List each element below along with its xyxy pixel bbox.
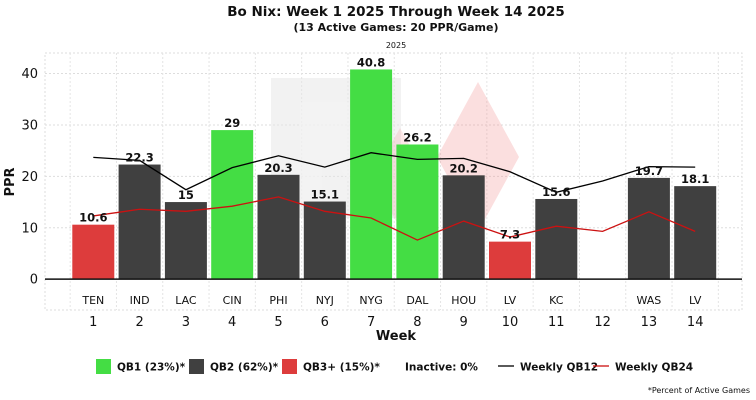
x-tick-label-week-1: 1	[89, 315, 97, 330]
bar-week-10	[489, 241, 531, 280]
opponent-label-week-2: IND	[130, 294, 150, 307]
x-tick-label-week-6: 6	[321, 315, 329, 330]
legend-label-qb24: Weekly QB24	[615, 362, 693, 374]
bar-week-3	[164, 202, 207, 280]
bar-week-6	[303, 201, 346, 280]
data-label-week-8: 26.2	[403, 130, 431, 144]
opponent-label-week-11: KC	[549, 294, 564, 307]
data-label-week-5: 20.3	[264, 161, 292, 175]
legend-label-inactive: Inactive: 0%	[405, 362, 478, 374]
data-label-week-14: 18.1	[681, 172, 709, 186]
data-label-week-3: 15	[178, 188, 194, 202]
y-tick-label: 20	[21, 170, 38, 185]
chart-subtitle: (13 Active Games: 20 PPR/Game)	[294, 21, 499, 34]
bar-week-7	[350, 69, 393, 280]
legend-swatch-qb1	[96, 359, 111, 374]
y-tick-label: 0	[30, 273, 38, 288]
opponent-label-week-4: CIN	[223, 294, 242, 307]
opponent-label-week-7: NYG	[359, 294, 382, 307]
y-tick-label: 40	[21, 67, 38, 82]
plot-frame	[44, 52, 743, 311]
opponent-label-week-13: WAS	[637, 294, 662, 307]
legend-label-qb12: Weekly QB12	[520, 362, 598, 374]
x-tick-label-week-11: 11	[548, 315, 565, 330]
line-weekly-qb12	[93, 152, 696, 193]
data-labels: 10.6 22.3 15 29 20.3 15.1 40.8 26.2 20.2 7.3 15.6 1…	[79, 55, 709, 241]
x-tick-label-week-13: 13	[641, 315, 658, 330]
x-tick-label-week-14: 14	[687, 315, 704, 330]
legend-label-qb1: QB1 (23%)*	[117, 362, 186, 374]
opponent-label-week-3: LAC	[175, 294, 197, 307]
data-label-week-7: 40.8	[357, 55, 385, 69]
legend-label-qb3plus: QB3+ (15%)*	[303, 362, 380, 374]
bar-week-5	[257, 174, 300, 280]
data-label-week-13: 19.7	[635, 164, 663, 178]
opponent-label-week-8: DAL	[406, 294, 429, 307]
bar-week-11	[535, 198, 578, 280]
x-tick-label-week-3: 3	[182, 315, 190, 330]
y-axis-label: PPR	[3, 167, 18, 196]
legend-swatch-qb2	[189, 359, 204, 374]
opponent-label-week-14: LV	[689, 294, 702, 307]
bar-week-1	[72, 224, 115, 280]
bar-week-4	[211, 130, 254, 280]
opponent-label-week-10: LV	[504, 294, 517, 307]
data-label-week-11: 15.6	[542, 185, 570, 199]
chart-title: Bo Nix: Week 1 2025 Through Week 14 2025	[227, 4, 565, 20]
data-label-week-10: 7.3	[500, 228, 520, 242]
bars	[72, 69, 717, 280]
x-axis-label: Week	[376, 329, 417, 344]
bar-week-14	[674, 186, 717, 280]
legend-swatch-qb3plus	[282, 359, 297, 374]
opponent-label-week-1: TEN	[81, 294, 104, 307]
x-tick-label-week-8: 8	[413, 315, 421, 330]
opponent-label-week-6: NYJ	[316, 294, 334, 307]
x-tick-label-week-4: 4	[228, 315, 236, 330]
opponent-label-week-5: PHI	[269, 294, 287, 307]
x-tick-label-week-9: 9	[460, 315, 468, 330]
x-tick-label-week-7: 7	[367, 315, 375, 330]
legend: QB1 (23%)* QB2 (62%)* QB3+ (15%)* Inactive:…	[96, 359, 693, 374]
bar-week-2	[118, 164, 161, 280]
x-tick-label-week-2: 2	[135, 315, 143, 330]
axes: 0 10 20 30 40 TEN 1 IND 2 LAC 3 CIN 4 PHI 5 NYJ 6 NYG 7 DAL…	[21, 67, 742, 330]
data-label-week-2: 22.3	[125, 151, 153, 165]
x-tick-label-week-10: 10	[502, 315, 519, 330]
data-label-week-9: 20.2	[450, 161, 478, 175]
data-label-week-4: 29	[224, 116, 240, 130]
series-lines	[93, 152, 696, 241]
legend-label-qb2: QB2 (62%)*	[210, 362, 279, 374]
season-label: 2025	[386, 41, 406, 50]
data-label-week-6: 15.1	[311, 188, 339, 202]
x-tick-label-week-12: 12	[594, 315, 611, 330]
y-tick-label: 10	[21, 221, 38, 236]
opponent-label-week-9: HOU	[451, 294, 476, 307]
x-tick-label-week-5: 5	[274, 315, 282, 330]
bar-week-8	[396, 144, 439, 280]
data-label-week-1: 10.6	[79, 211, 107, 225]
line-weekly-qb24	[93, 196, 696, 241]
bar-week-13	[627, 177, 670, 280]
y-tick-label: 30	[21, 118, 38, 133]
footnote: *Percent of Active Games	[648, 386, 750, 395]
